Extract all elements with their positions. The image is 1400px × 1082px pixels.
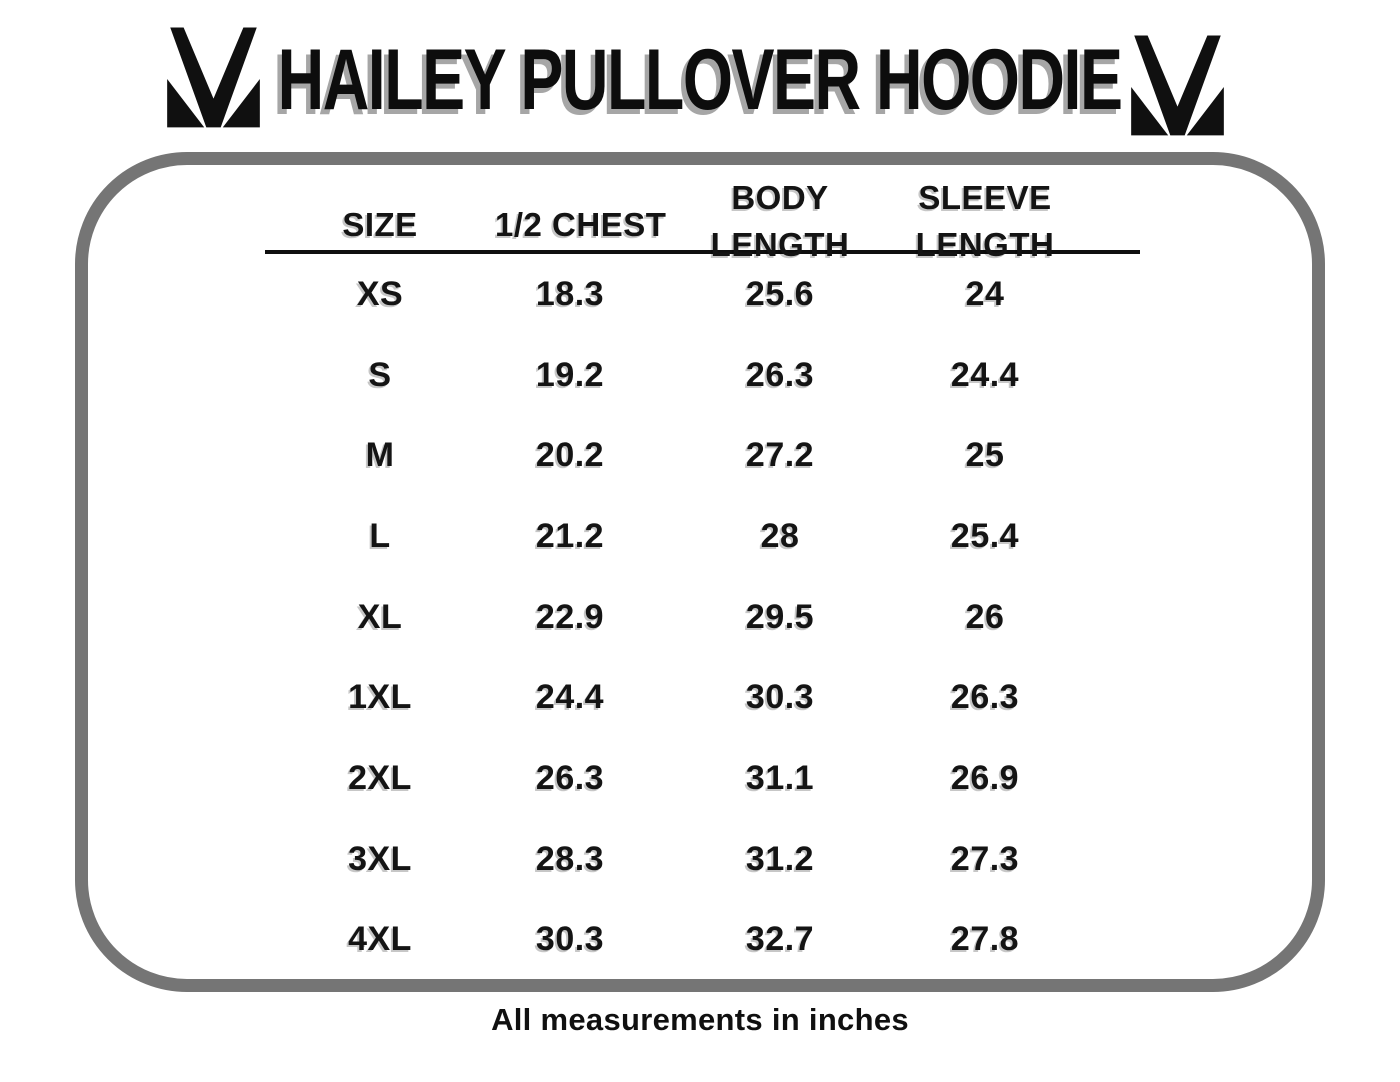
table-row: 4XL 30.3 32.7 27.8 [265,900,1140,981]
half-chest-cell: 21.2 [535,516,605,555]
half-chest-cell: 19.2 [535,355,605,394]
measurement-unit-note: All measurements in inches [0,1002,1400,1038]
half-chest-cell: 24.4 [535,678,605,717]
sleeve-length-cell: 26.9 [950,758,1020,797]
column-header-half-chest: 1/2 CHEST [495,206,667,243]
body-length-cell: 27.2 [745,436,815,475]
size-cell: M [365,436,395,475]
measurement-unit-note-text: All measurements in inches [491,1002,909,1037]
column-header-sleeve-length: SLEEVE LENGTH [915,179,1055,263]
sleeve-length-cell: 25.4 [950,516,1020,555]
half-chest-cell: 26.3 [535,758,605,797]
sleeve-length-cell: 24.4 [950,355,1020,394]
table-row: XS 18.3 25.6 24 [265,254,1140,335]
logo-left-triangle [1131,87,1169,136]
brand-m-logo-icon [167,27,260,128]
body-length-cell: 25.6 [745,274,815,313]
table-row: 3XL 28.3 31.2 27.3 [265,819,1140,900]
size-cell: L [369,516,391,555]
sleeve-length-cell: 25 [965,436,1005,475]
body-length-cell: 28 [760,516,800,555]
logo-v-stroke [1134,35,1221,136]
body-length-cell: 31.1 [745,758,815,797]
size-cell: 4XL [348,920,412,959]
size-cell: 1XL [348,678,412,717]
half-chest-cell: 30.3 [535,920,605,959]
size-table: SIZE 1/2 CHEST BODY LENGTH SLEEVE LENGTH… [265,154,1140,980]
sleeve-length-cell: 24 [965,274,1005,313]
size-cell: XL [357,597,403,636]
size-cell: 2XL [348,758,412,797]
body-length-cell: 30.3 [745,678,815,717]
half-chest-cell: 28.3 [535,839,605,878]
page-title: HAILEY PULLOVER HOODIE [0,28,1400,132]
half-chest-cell: 18.3 [535,274,605,313]
table-row: 2XL 26.3 31.1 26.9 [265,738,1140,819]
column-header-size: SIZE [342,206,418,243]
logo-v-stroke [170,27,257,128]
size-cell: S [368,355,392,394]
size-cell: 3XL [348,839,412,878]
body-length-cell: 29.5 [745,597,815,636]
table-row: XL 22.9 29.5 26 [265,577,1140,658]
size-cell: XS [356,274,404,313]
sleeve-length-cell: 27.8 [950,920,1020,959]
page-title-text: HAILEY PULLOVER HOODIE [278,32,1123,128]
sleeve-length-cell: 26.3 [950,678,1020,717]
table-header-row: SIZE 1/2 CHEST BODY LENGTH SLEEVE LENGTH [265,154,1140,263]
half-chest-cell: 22.9 [535,597,605,636]
body-length-cell: 26.3 [745,355,815,394]
sleeve-length-cell: 27.3 [950,839,1020,878]
table-row: M 20.2 27.2 25 [265,415,1140,496]
brand-m-logo-icon [1131,35,1224,136]
table-row: L 21.2 28 25.4 [265,496,1140,577]
logo-right-triangle [222,79,260,128]
half-chest-cell: 20.2 [535,436,605,475]
table-row: S 19.2 26.3 24.4 [265,335,1140,416]
body-length-cell: 31.2 [745,839,815,878]
column-header-body-length: BODY LENGTH [710,179,850,263]
table-row: 1XL 24.4 30.3 26.3 [265,657,1140,738]
sleeve-length-cell: 26 [965,597,1005,636]
logo-right-triangle [1186,87,1224,136]
body-length-cell: 32.7 [745,920,815,959]
size-chart-card [75,152,1325,992]
